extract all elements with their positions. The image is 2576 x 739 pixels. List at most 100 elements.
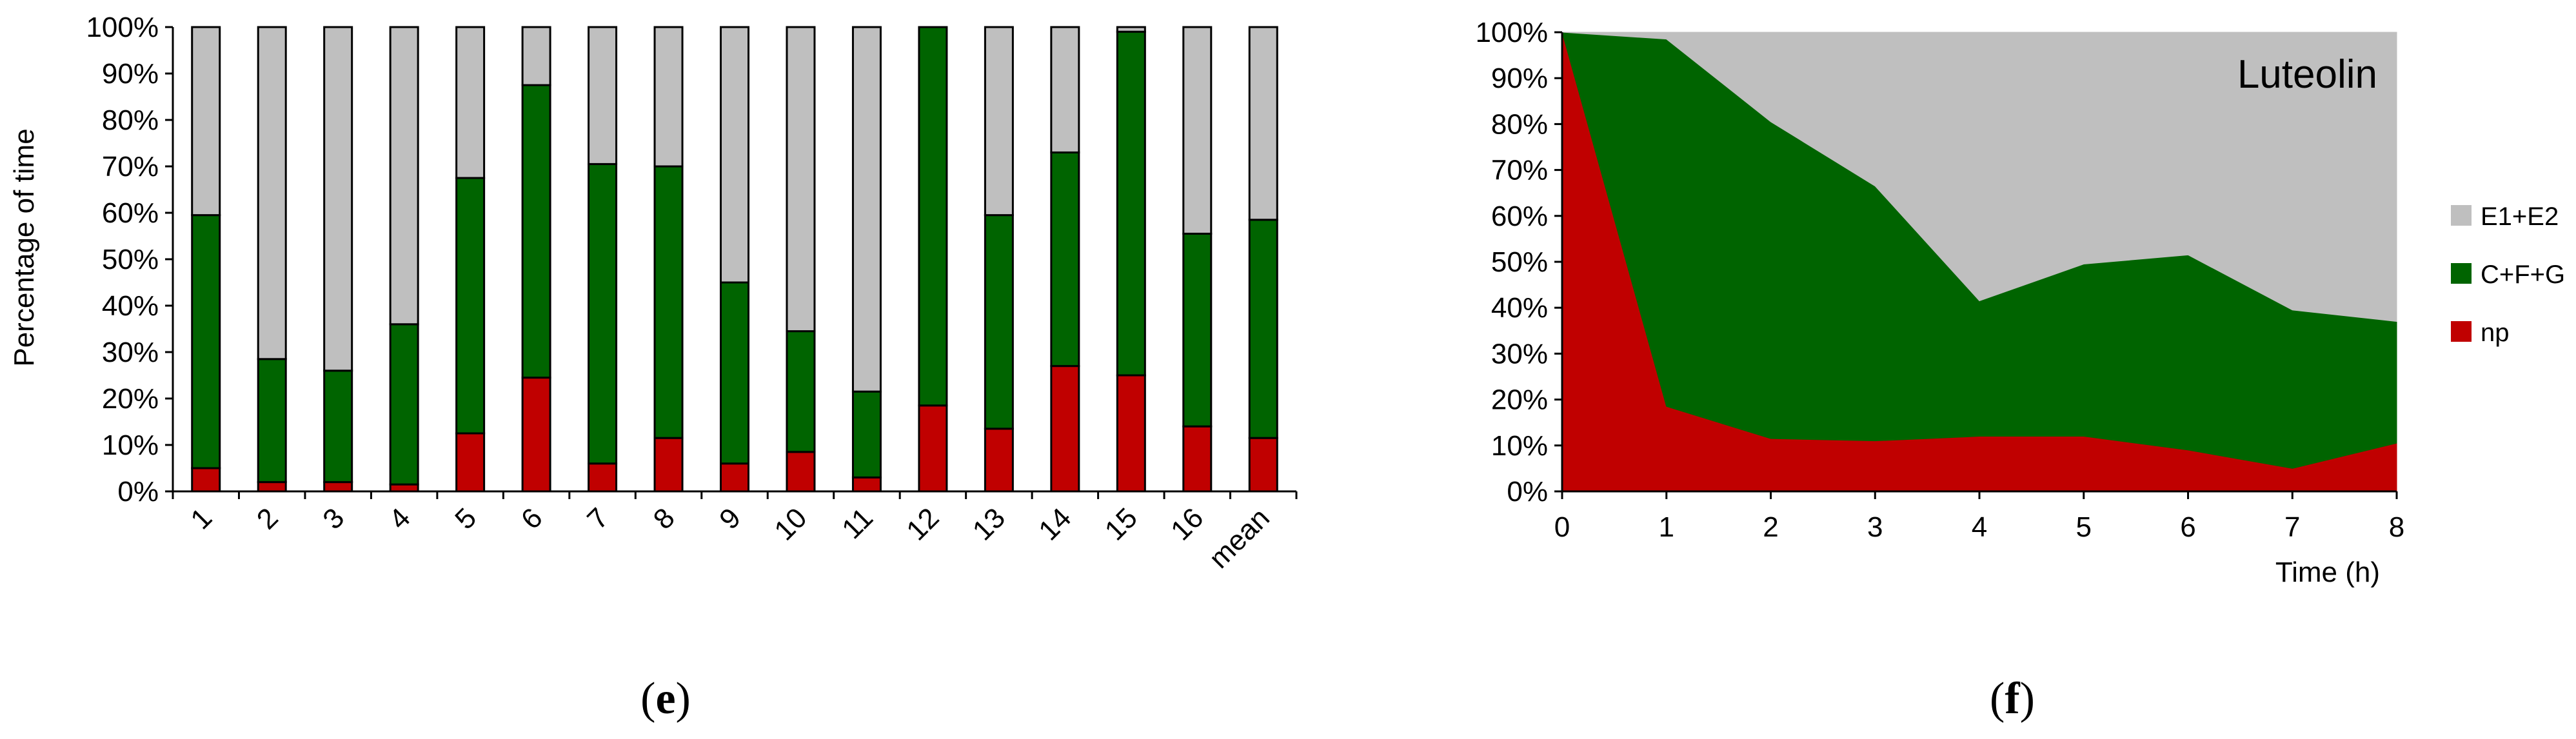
panel-f-area-chart: 0% 10% 20% 30% 40% 50% 60% 70% 80% 90% 100% 0 1 2 3 4 5…: [1475, 17, 2565, 724]
bar-e1-e2-5: [455, 26, 486, 179]
bar-np-7: [588, 462, 618, 493]
panel-e-x-tick-label: 8: [648, 502, 681, 535]
bar-np-5: [455, 432, 486, 493]
bar-c-f-g-6: [521, 84, 551, 379]
bar-e1-e2-2: [257, 26, 287, 360]
area-e1-e2: [1561, 32, 2397, 322]
bar-e1-e2-1: [191, 26, 221, 217]
bar-np-14: [1050, 365, 1080, 493]
bar-c-f-g-16: [1182, 232, 1213, 428]
bar-e1-e2-13: [984, 26, 1014, 217]
panel-e-y-tick-label: 40%: [102, 290, 159, 322]
bar-e1-e2-4: [389, 26, 419, 326]
panel-e-x-tick-label: 6: [515, 502, 549, 535]
panel-e-y-tick-label: 50%: [102, 244, 159, 275]
legend-swatch-np: [2451, 321, 2472, 342]
bar-e1-e2-9: [720, 26, 749, 284]
bar-c-f-g-mean: [1248, 219, 1278, 439]
panel-f-y-tick-label: 0%: [1507, 476, 1548, 507]
bar-e1-e2-14: [1050, 26, 1080, 153]
panel-e-x-tick-label: 1: [184, 502, 218, 535]
bar-e1-e2-16: [1182, 26, 1213, 235]
bar-np-1: [191, 467, 221, 493]
bar-np-9: [720, 462, 749, 493]
bar-c-f-g-1: [191, 214, 221, 469]
panel-e-bar-chart: Percentage of time 0% 10% 20% 30% 40% 50% 60% 7…: [8, 12, 1298, 724]
panel-e-x-tick-label: 5: [449, 502, 482, 535]
panel-e-y-tick-label: 80%: [102, 104, 159, 136]
bar-np-16: [1182, 425, 1213, 493]
bar-np-2: [257, 481, 287, 493]
panel-f-y-tick-label: 100%: [1475, 17, 1548, 48]
panel-e-x-tick-label: 4: [383, 502, 417, 535]
panel-e-x-tick-label: 10: [768, 502, 813, 546]
panel-e-x-tick-label: 15: [1099, 502, 1144, 546]
panel-f-x-tick-label: 4: [1972, 511, 1987, 543]
panel-f-y-tick-label: 60%: [1491, 201, 1548, 232]
panel-f-annotation: Luteolin: [2237, 52, 2377, 97]
legend-label: E1+E2: [2481, 202, 2559, 231]
bar-c-f-g-13: [984, 214, 1014, 430]
legend-label: np: [2481, 319, 2510, 347]
bar-c-f-g-8: [653, 165, 684, 439]
panel-e-y-tick-label: 60%: [102, 197, 159, 229]
bar-e1-e2-8: [653, 26, 684, 168]
bar-e1-e2-11: [851, 26, 882, 393]
panel-e-x-tick-label: 11: [836, 502, 879, 545]
panel-e-x-tick-label: 7: [581, 502, 615, 535]
legend-swatch-c-f-g: [2451, 263, 2472, 284]
bar-np-11: [851, 476, 882, 493]
panel-e-x-tick-label: 2: [251, 502, 284, 535]
bar-np-13: [984, 428, 1014, 493]
bar-c-f-g-2: [257, 358, 287, 484]
panel-f-x-ticks: 0 1 2 3 4 5 6 7 8: [1554, 491, 2404, 543]
panel-e-y-tick-label: 10%: [102, 429, 159, 461]
bar-c-f-g-11: [851, 390, 882, 478]
panel-e-x-tick-label: 9: [713, 502, 747, 535]
panel-f-legend: E1+E2 C+F+G np: [2451, 202, 2565, 347]
bar-c-f-g-3: [323, 369, 353, 484]
panel-e-x-tick-label: 12: [900, 502, 945, 546]
bar-np-15: [1116, 374, 1146, 493]
bar-np-8: [653, 437, 684, 493]
bar-c-f-g-4: [389, 323, 419, 486]
panel-f-x-tick-label: 5: [2076, 511, 2092, 543]
panel-e-ylabel: Percentage of time: [8, 128, 40, 366]
bar-np-mean: [1248, 437, 1278, 493]
panel-f-y-tick-label: 10%: [1491, 430, 1548, 462]
legend-label: C+F+G: [2481, 261, 2565, 289]
legend-swatch-e1-e2: [2451, 205, 2472, 226]
panel-e-x-tick-label: 3: [317, 502, 350, 535]
panel-e-x-tick-label: 14: [1033, 502, 1077, 546]
bar-np-3: [323, 481, 353, 493]
panel-f-x-tick-label: 2: [1763, 511, 1778, 543]
panel-f-x-tick-label: 7: [2284, 511, 2300, 543]
bar-c-f-g-9: [720, 281, 749, 465]
bar-np-6: [521, 377, 551, 493]
panel-e-x-tick-label: mean: [1203, 502, 1275, 574]
bar-e1-e2-6: [521, 26, 551, 86]
bar-c-f-g-12: [918, 26, 948, 407]
bar-c-f-g-10: [786, 330, 816, 453]
bar-e1-e2-10: [786, 26, 816, 333]
panel-f-x-tick-label: 8: [2389, 511, 2404, 543]
panel-f-y-tick-label: 20%: [1491, 384, 1548, 416]
panel-e-x-tick-label: 16: [1165, 502, 1209, 546]
panel-f-y-tick-label: 50%: [1491, 246, 1548, 278]
panel-e-y-tick-label: 90%: [102, 58, 159, 90]
bar-e1-e2-mean: [1248, 26, 1278, 221]
panel-e-bars: [191, 26, 1278, 493]
panel-f-x-tick-label: 0: [1554, 511, 1570, 543]
panel-f-y-tick-label: 90%: [1491, 63, 1548, 94]
panel-f-xlabel: Time (h): [2275, 557, 2380, 588]
panel-e-y-ticks: 0% 10% 20% 30% 40% 50% 60% 70% 80% 90% 100%: [86, 12, 173, 507]
panel-f-x-tick-label: 6: [2180, 511, 2195, 543]
panel-e-y-tick-label: 0%: [117, 476, 159, 507]
panel-f-y-tick-label: 80%: [1491, 108, 1548, 140]
panel-f-y-tick-label: 70%: [1491, 155, 1548, 186]
panel-f-label: (f): [1990, 674, 2035, 724]
bar-e1-e2-7: [588, 26, 618, 165]
panel-f-y-tick-label: 40%: [1491, 292, 1548, 324]
